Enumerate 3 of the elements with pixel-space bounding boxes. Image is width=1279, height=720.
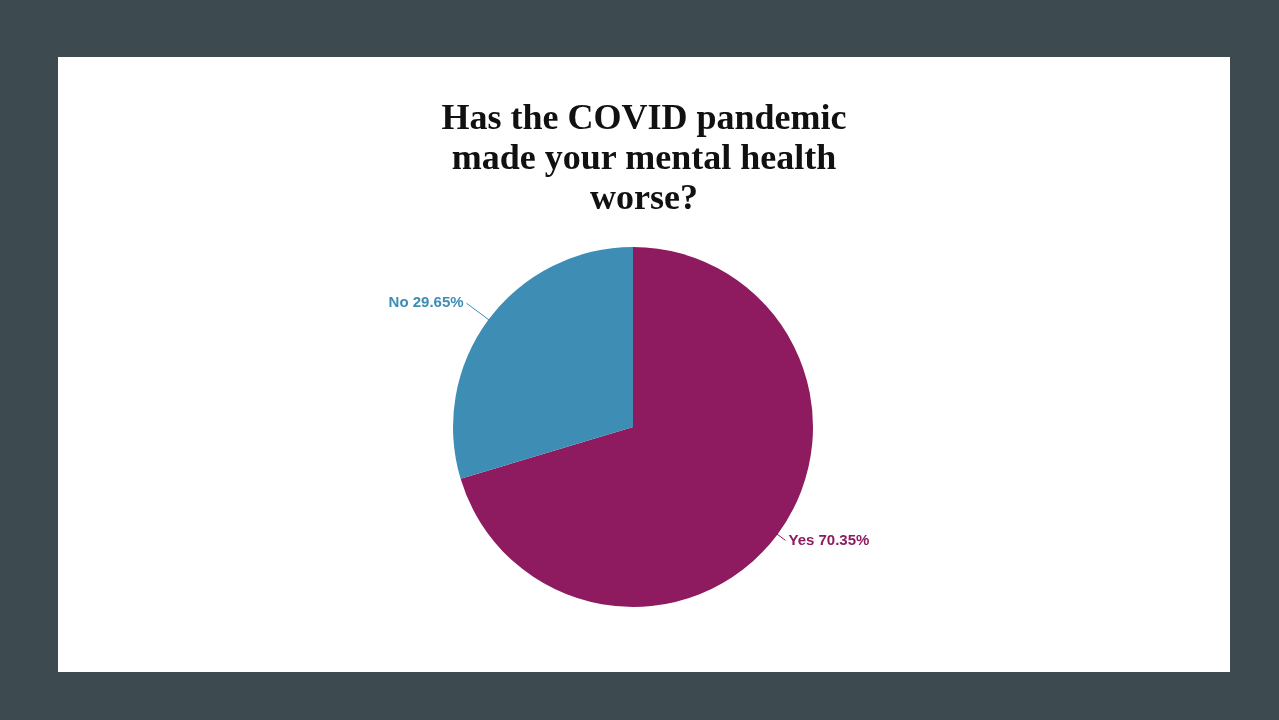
chart-title: Has the COVID pandemic made your mental health worse?: [440, 97, 848, 217]
slice-label: Yes 70.35%: [788, 530, 870, 548]
slice-label: No 29.65%: [388, 293, 464, 311]
